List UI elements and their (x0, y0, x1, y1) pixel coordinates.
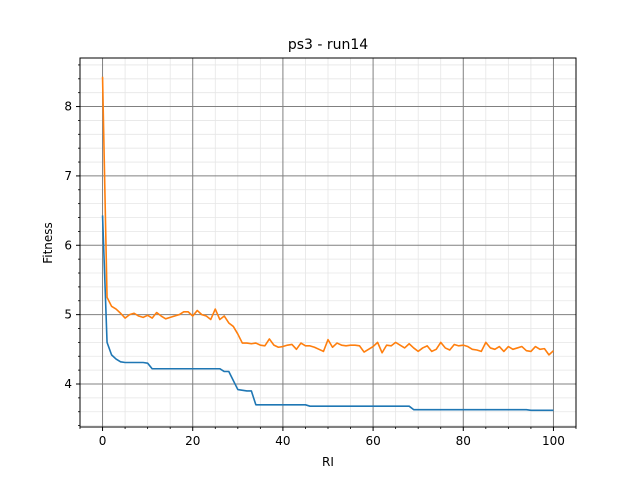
x-tick-label: 20 (185, 434, 200, 448)
y-axis: 4 5 6 7 8 (64, 64, 80, 427)
x-tick-label: 0 (99, 434, 107, 448)
x-axis: 0 20 40 60 80 100 (79, 427, 577, 448)
y-tick-label: 4 (64, 377, 72, 391)
series-line-1 (101, 215, 554, 412)
minor-grid (79, 58, 577, 427)
x-axis-label: RI (322, 455, 334, 469)
series-line-2 (101, 76, 554, 356)
x-tick-label: 60 (365, 434, 380, 448)
y-tick-label: 8 (64, 100, 72, 114)
x-tick-label: 80 (456, 434, 471, 448)
series-layer (101, 76, 554, 412)
chart-title: ps3 - run14 (288, 37, 368, 53)
y-tick-label: 5 (64, 308, 72, 322)
x-tick-label: 40 (275, 434, 290, 448)
y-axis-label: Fitness (41, 222, 55, 264)
x-tick-label: 100 (542, 434, 565, 448)
y-tick-label: 7 (64, 169, 72, 183)
y-tick-label: 6 (64, 238, 72, 252)
major-grid (80, 58, 576, 427)
